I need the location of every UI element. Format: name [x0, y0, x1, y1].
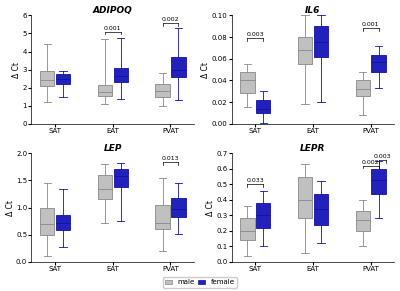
Title: LEPR: LEPR	[300, 143, 326, 152]
Title: ADIPOQ: ADIPOQ	[93, 6, 133, 15]
PathPatch shape	[240, 219, 254, 240]
PathPatch shape	[171, 198, 186, 217]
PathPatch shape	[98, 175, 112, 200]
Title: IL6: IL6	[305, 6, 321, 15]
Text: 0.033: 0.033	[246, 178, 264, 183]
Text: 0.001: 0.001	[104, 26, 122, 31]
PathPatch shape	[256, 100, 270, 113]
PathPatch shape	[356, 81, 370, 96]
PathPatch shape	[298, 177, 312, 219]
PathPatch shape	[114, 68, 128, 82]
PathPatch shape	[314, 194, 328, 225]
PathPatch shape	[314, 26, 328, 56]
PathPatch shape	[40, 71, 54, 86]
Text: 0.003: 0.003	[373, 154, 391, 159]
Text: 0.002: 0.002	[162, 17, 179, 22]
Y-axis label: Δ Ct: Δ Ct	[206, 200, 215, 216]
PathPatch shape	[155, 205, 170, 229]
Text: 0.002: 0.002	[362, 160, 380, 165]
PathPatch shape	[98, 85, 112, 96]
PathPatch shape	[40, 207, 54, 235]
PathPatch shape	[256, 203, 270, 228]
Legend: male, female: male, female	[163, 277, 237, 288]
Y-axis label: Δ Ct: Δ Ct	[12, 62, 21, 78]
Text: 0.003: 0.003	[246, 32, 264, 37]
PathPatch shape	[114, 168, 128, 187]
Y-axis label: Δ Ct: Δ Ct	[6, 200, 14, 216]
PathPatch shape	[298, 37, 312, 64]
PathPatch shape	[371, 169, 386, 194]
PathPatch shape	[371, 56, 386, 72]
PathPatch shape	[155, 84, 170, 97]
PathPatch shape	[56, 74, 70, 84]
PathPatch shape	[240, 72, 254, 93]
PathPatch shape	[356, 211, 370, 231]
Title: LEP: LEP	[104, 143, 122, 152]
Text: 0.001: 0.001	[362, 22, 380, 27]
Y-axis label: Δ Ct: Δ Ct	[201, 62, 210, 78]
PathPatch shape	[171, 57, 186, 77]
Text: 0.013: 0.013	[162, 156, 179, 161]
PathPatch shape	[56, 215, 70, 230]
